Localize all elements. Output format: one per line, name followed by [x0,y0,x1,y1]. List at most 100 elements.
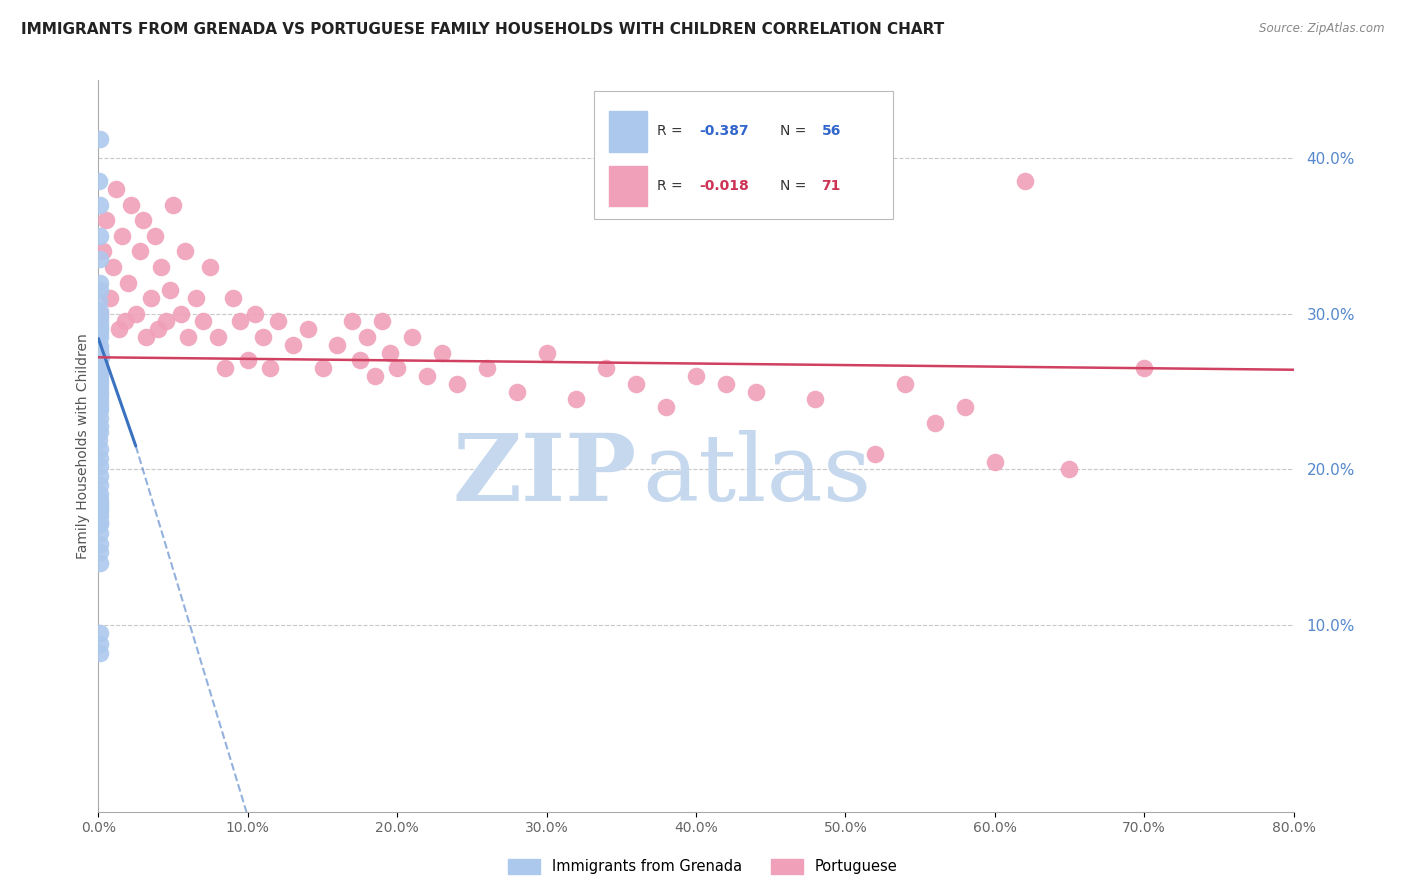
Point [222,291,245,305]
Point [1059,462,1081,476]
Text: N =: N = [779,125,810,138]
Point [745,384,768,399]
Point [191,314,214,328]
Text: 71: 71 [821,179,841,194]
Point [655,400,678,414]
Point [252,330,274,344]
Point [89,389,111,403]
Point [148,322,170,336]
Point [378,345,401,359]
Point [89,307,111,321]
Point [89,198,111,212]
Y-axis label: Family Households with Children: Family Households with Children [76,333,90,559]
Point [89,375,111,389]
Point [200,260,222,274]
Point [114,314,136,328]
Point [89,411,111,425]
Point [89,425,111,439]
Point [446,376,468,391]
Point [626,376,648,391]
Point [259,361,281,376]
Point [89,468,111,483]
Point [89,545,111,559]
Point [89,252,111,267]
Text: R =: R = [657,179,686,194]
Point [89,399,111,413]
Point [159,284,181,298]
Point [89,537,111,551]
Point [281,338,304,352]
Point [89,478,111,492]
Point [91,244,114,259]
Point [89,326,111,340]
Text: 56: 56 [821,125,841,138]
Point [506,384,529,399]
Point [150,260,173,274]
Point [89,403,111,417]
Point [90,351,112,365]
Point [89,515,111,529]
Point [129,244,152,259]
Point [98,291,122,305]
Point [924,416,946,430]
Point [89,330,111,344]
Point [135,330,157,344]
Point [89,314,111,328]
Point [89,366,111,380]
Text: -0.018: -0.018 [700,179,749,194]
Point [89,556,111,570]
Text: Source: ZipAtlas.com: Source: ZipAtlas.com [1260,22,1385,36]
Point [894,376,917,391]
Point [89,384,111,399]
Point [297,322,319,336]
Point [595,361,617,376]
Point [342,314,364,328]
Point [214,361,236,376]
Point [89,357,111,371]
Point [536,345,558,359]
Point [475,361,498,376]
Point [89,646,111,660]
Point [953,400,976,414]
Point [89,433,111,447]
Point [984,454,1007,468]
Point [89,344,111,359]
Point [155,314,177,328]
Point [143,228,166,243]
Point [371,314,394,328]
Point [174,244,197,259]
Point [89,451,111,466]
Point [89,487,111,501]
Point [89,174,111,188]
Point [89,303,111,318]
Point [89,132,111,146]
Legend: Immigrants from Grenada, Portuguese: Immigrants from Grenada, Portuguese [502,853,904,880]
Point [105,182,128,196]
Point [89,393,111,408]
Bar [609,166,647,206]
Bar [609,112,647,152]
Point [108,322,131,336]
Point [685,368,707,383]
Point [177,330,200,344]
Point [804,392,827,407]
Point [89,334,111,349]
Point [120,198,142,212]
Point [229,314,252,328]
Text: N =: N = [779,179,810,194]
Point [89,319,111,334]
Point [94,213,117,227]
Point [89,497,111,511]
Point [401,330,423,344]
Point [89,526,111,541]
Point [89,418,111,433]
Point [430,345,453,359]
Point [89,351,111,366]
Point [1014,174,1036,188]
Point [103,260,125,274]
Point [162,198,184,212]
Point [132,213,155,227]
Point [89,228,111,243]
Point [125,307,148,321]
Point [207,330,229,344]
